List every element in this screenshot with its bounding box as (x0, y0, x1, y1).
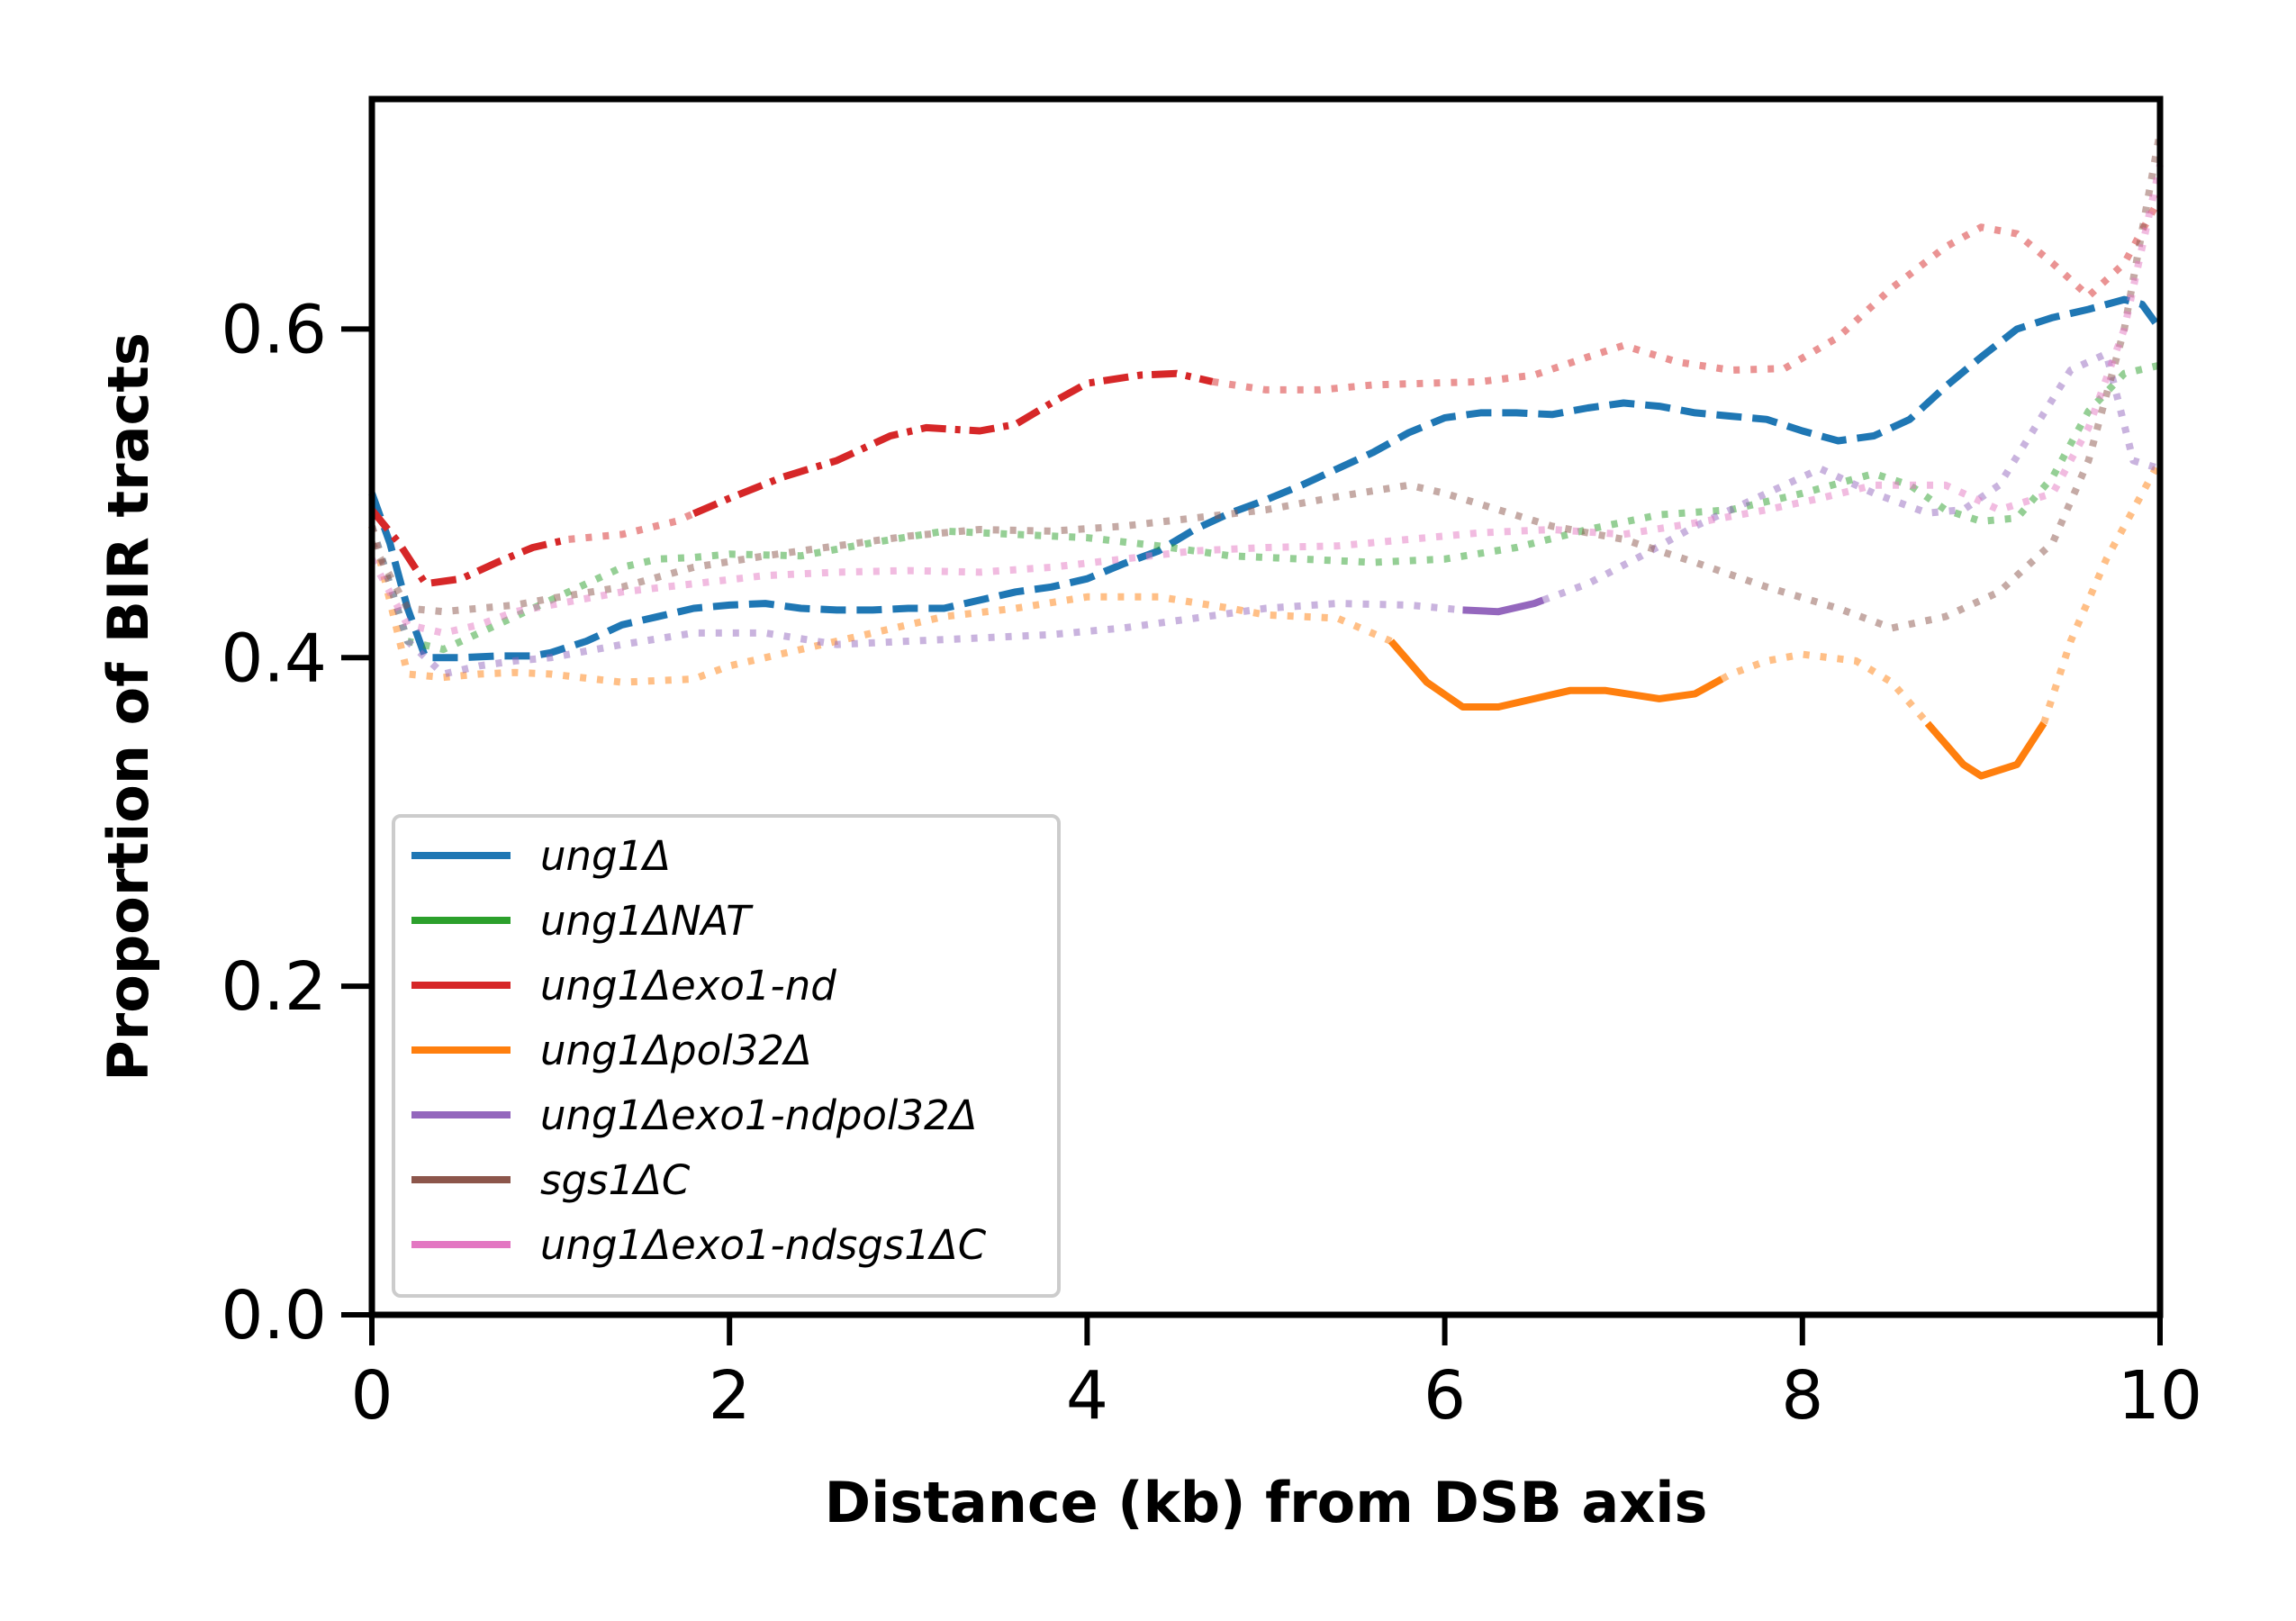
x-tick-label: 0 (350, 1357, 393, 1435)
x-tick-label: 2 (709, 1357, 751, 1435)
series-1 (368, 295, 2164, 662)
series-6 (368, 131, 2164, 632)
series-3-line-segment-1 (368, 507, 570, 588)
series-4-line-segment-1 (368, 525, 1393, 686)
series-4-line-segment-2 (1388, 638, 1724, 711)
y-axis: 0.0 0.2 0.4 0.6 (221, 291, 372, 1354)
series-2 (368, 361, 2161, 654)
legend: ung1Δ ung1ΔNAT ung1Δexo1-nd ung1Δpol32Δ ung1… (392, 814, 1061, 1298)
legend-label: ung1Δpol32Δ (540, 1027, 812, 1074)
legend-label: ung1Δ (540, 832, 671, 880)
series-4-line-segment-4 (1924, 720, 2047, 780)
series-5-line-segment-2 (1462, 596, 1545, 616)
series-5 (368, 349, 2162, 678)
y-axis-title: Proportion of BIR tracts (95, 332, 161, 1082)
series-7 (368, 164, 2164, 637)
y-tick-label: 0.2 (221, 948, 327, 1026)
plot-frame (368, 95, 2164, 1318)
legend-label: ung1Δexo1-ndsgs1ΔC (540, 1221, 987, 1269)
x-tick-label: 10 (2118, 1357, 2202, 1435)
series-3-line-segment-4 (1211, 195, 2164, 394)
y-tick-label: 0.0 (221, 1277, 327, 1354)
x-axis-title: Distance (kb) from DSB axis (825, 1470, 1708, 1535)
y-tick-label: 0.6 (221, 291, 327, 368)
series-layer (368, 131, 2164, 780)
series-3-line-segment-3 (692, 369, 1214, 517)
legend-label: ung1Δexo1-nd (540, 962, 836, 1010)
series-7-line-segment-1 (368, 164, 2164, 637)
legend-label: sgs1ΔC (540, 1156, 691, 1204)
series-2-line-segment-1 (368, 361, 2161, 654)
legend-box (392, 814, 1061, 1298)
series-4 (368, 458, 2164, 780)
legend-label: ung1ΔNAT (540, 897, 754, 945)
y-tick-label: 0.4 (221, 620, 327, 697)
x-tick-label: 4 (1066, 1357, 1108, 1435)
series-1-line-segment-1 (368, 295, 2164, 662)
series-6-line-segment-1 (368, 131, 2164, 632)
legend-label: ung1Δexo1-ndpol32Δ (540, 1091, 977, 1139)
x-axis: 0 2 4 6 8 10 (350, 1315, 2202, 1435)
series-3 (368, 195, 2164, 588)
x-tick-label: 8 (1781, 1357, 1823, 1435)
series-5-line-segment-1 (368, 525, 1463, 678)
x-tick-label: 6 (1424, 1357, 1466, 1435)
